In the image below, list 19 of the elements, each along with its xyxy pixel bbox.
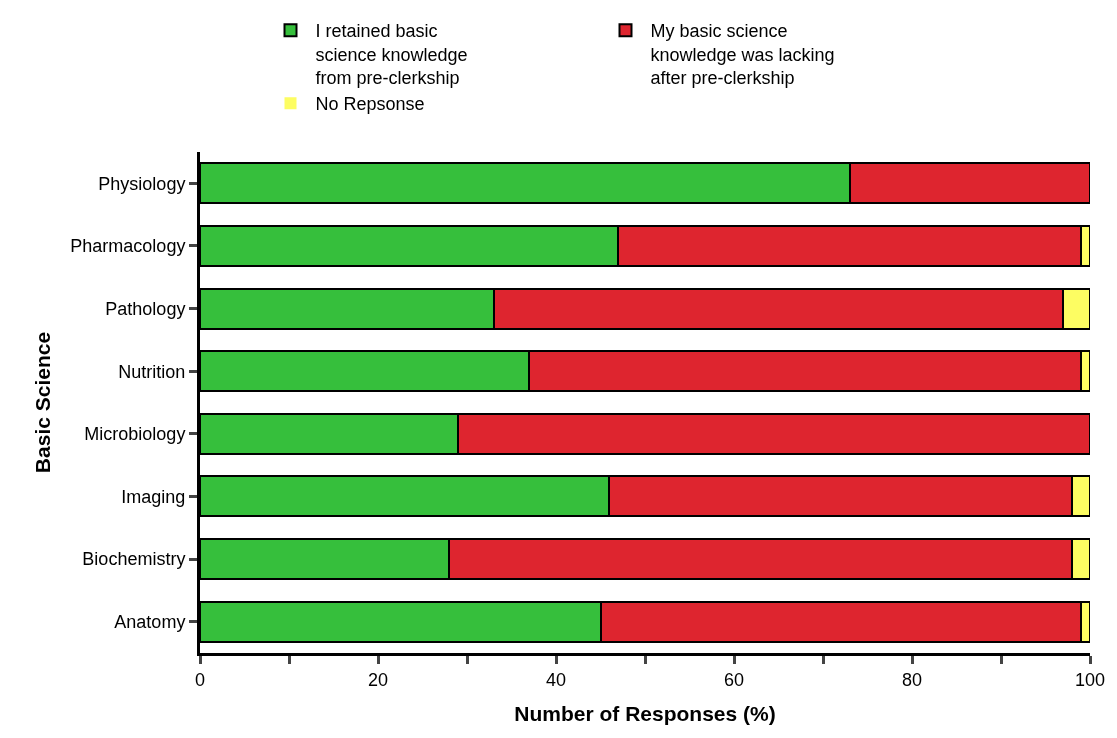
y-tick-label: Pharmacology	[70, 236, 186, 257]
y-tick-label: Pathology	[105, 298, 186, 319]
legend-label: My basic science knowledge was lacking after pre-clerkship	[650, 21, 835, 88]
x-tick-label: 40	[545, 669, 567, 690]
y-tick-label: Imaging	[121, 486, 186, 507]
y-tick-label: Microbiology	[84, 424, 186, 445]
x-tick-label: 20	[367, 669, 389, 690]
x-tick-label: 60	[723, 669, 745, 690]
y-tick-label: Nutrition	[118, 361, 186, 382]
x-axis-title: Number of Responses (%)	[514, 701, 776, 725]
x-tick-label: 0	[194, 669, 206, 690]
y-tick-label: Physiology	[98, 173, 186, 194]
y-tick-label: Biochemistry	[82, 549, 186, 570]
y-axis-title: Basic Science	[31, 331, 55, 474]
y-tick-label: Anatomy	[114, 611, 186, 632]
legend-label: I retained basic science knowledge from pre-clerkship	[315, 21, 468, 88]
x-tick-label: 80	[901, 669, 923, 690]
legend-label: No Repsonse	[315, 94, 425, 115]
x-tick-label: 100	[1074, 669, 1106, 690]
